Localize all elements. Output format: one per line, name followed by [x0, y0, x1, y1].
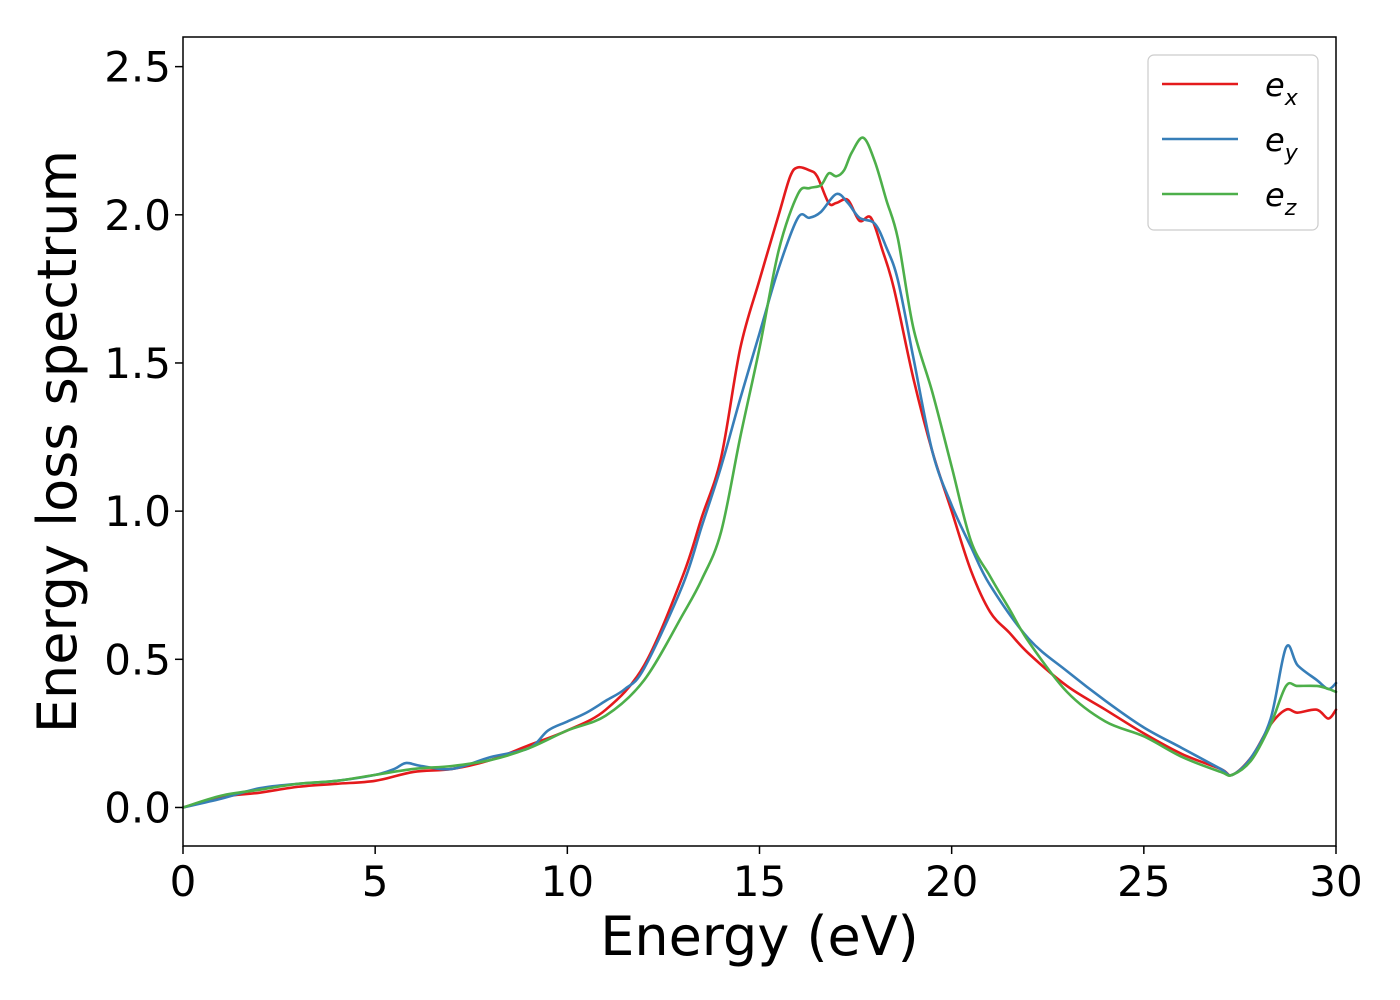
legend-label-base: e [1265, 66, 1285, 104]
ticks-layer: 0 5 10 15 20 25 30 0.0 0.5 1.0 1.5 2.0 2.5 [104, 43, 1363, 906]
y-tick-label: 0.0 [104, 783, 171, 832]
y-axis-title: Energy loss spectrum [26, 150, 89, 733]
legend-label-subscript: x [1284, 86, 1299, 111]
plot-frame [182, 36, 1337, 847]
series-line-y [181, 192, 1338, 809]
legend-label-base: e [1265, 176, 1285, 214]
x-tick-label: 15 [733, 857, 786, 906]
legend-label-z: ez [1265, 176, 1297, 221]
x-tick-label: 5 [362, 857, 389, 906]
legend-label-subscript: z [1284, 196, 1297, 221]
y-tick-label: 1.5 [104, 339, 171, 388]
y-tick-label: 0.5 [104, 635, 171, 684]
y-tick-label: 2.0 [104, 191, 171, 240]
x-tick-label: 20 [925, 857, 978, 906]
legend-label-y: ey [1265, 121, 1299, 166]
series-layer [181, 136, 1338, 809]
x-tick-label: 30 [1309, 857, 1362, 906]
legend-box [1147, 54, 1319, 231]
y-tick-label: 1.0 [104, 487, 171, 536]
x-tick-label: 25 [1117, 857, 1170, 906]
x-tick-label: 10 [541, 857, 594, 906]
y-tick-label: 2.5 [104, 43, 171, 92]
x-axis-title: Energy (eV) [600, 905, 919, 968]
legend-label-x: ex [1265, 66, 1299, 111]
legend-label-base: e [1265, 121, 1285, 159]
series-line-z [181, 136, 1338, 809]
legend-label-subscript: y [1284, 141, 1299, 166]
x-tick-label: 0 [170, 857, 197, 906]
